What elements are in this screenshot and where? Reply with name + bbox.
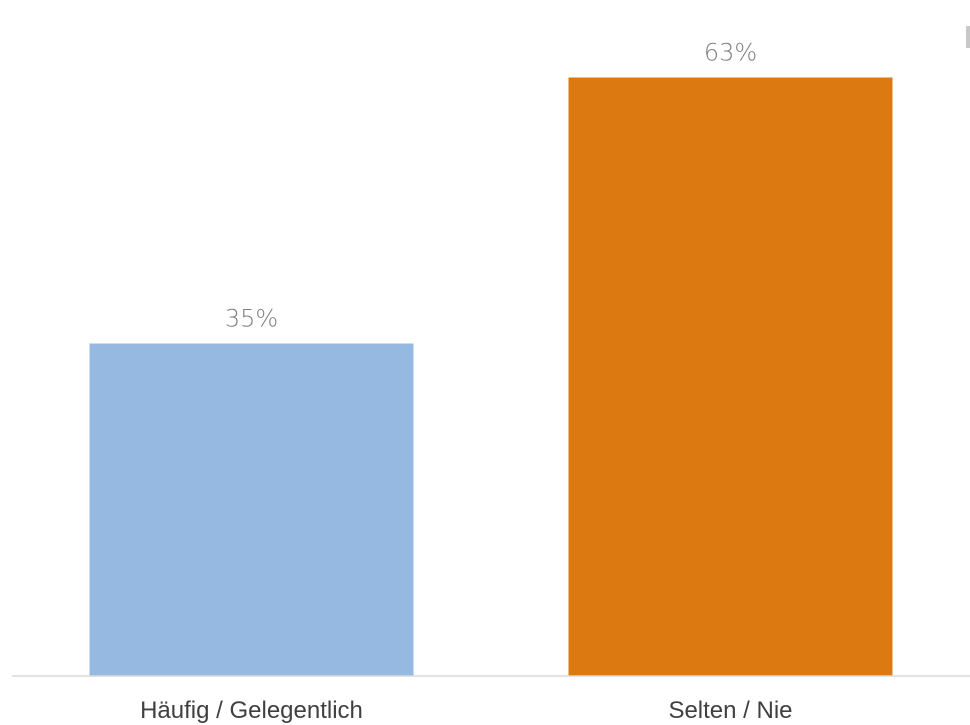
- category-label-0: Häufig / Gelegentlich: [140, 697, 363, 724]
- category-labels-group: Häufig / Gelegentlich Selten / Nie: [140, 697, 792, 724]
- value-labels-group: 35% 63%: [225, 39, 757, 333]
- category-label-1: Selten / Nie: [668, 697, 792, 724]
- bars-group: [89, 77, 893, 676]
- legend-marker-fragment: [966, 26, 970, 48]
- data-label-0: 35%: [225, 305, 278, 333]
- bar-1: [568, 77, 893, 676]
- bar-0: [89, 343, 414, 676]
- data-label-1: 63%: [704, 39, 757, 67]
